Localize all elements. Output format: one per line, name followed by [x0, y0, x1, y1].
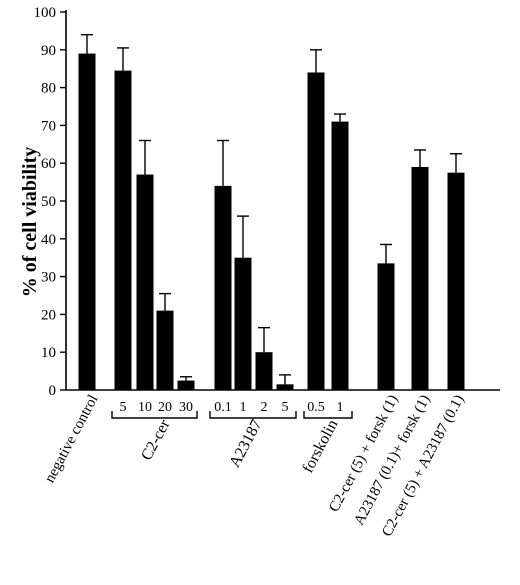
bars — [78, 53, 465, 391]
concentration-label: 5 — [282, 400, 289, 415]
bar — [214, 185, 232, 390]
y-axis-ticks: 0 10 20 30 40 50 60 70 80 90 100 — [34, 5, 66, 399]
bar — [447, 172, 465, 390]
concentration-label: 0.1 — [214, 400, 232, 415]
y-tick-label: 90 — [41, 43, 56, 59]
y-tick-label: 100 — [34, 5, 57, 21]
concentration-label: 1 — [337, 400, 344, 415]
group-bracket — [303, 411, 353, 419]
concentration-label: 5 — [120, 400, 127, 415]
y-tick-label: 50 — [41, 194, 56, 210]
bar — [331, 121, 349, 391]
category-label: A23187 — [226, 417, 265, 471]
y-tick-label: 10 — [41, 345, 56, 361]
concentration-label: 1 — [240, 400, 247, 415]
category-labels: negative control C2-cer A23187 forskolinC2-… — [42, 392, 468, 539]
bar — [136, 174, 154, 390]
bar — [255, 352, 273, 390]
y-tick-label: 70 — [41, 118, 56, 134]
category-label: forskolin — [299, 417, 341, 476]
bar — [307, 72, 325, 390]
y-tick-label: 20 — [41, 307, 56, 323]
group-brackets — [111, 411, 353, 419]
bar — [411, 166, 429, 390]
concentration-labels: 5 10 20 30 0.1 1 2 5 0.5 1 — [120, 400, 344, 415]
y-tick-label: 80 — [41, 81, 56, 97]
category-label: C2-cer — [138, 416, 174, 463]
group-bracket — [209, 411, 297, 419]
bar — [234, 257, 252, 390]
y-axis-label: % of cell viability — [19, 147, 41, 298]
concentration-label: 0.5 — [307, 400, 325, 415]
error-bars — [81, 33, 462, 385]
bar — [78, 53, 96, 391]
concentration-label: 20 — [158, 400, 172, 415]
bar — [114, 70, 132, 390]
concentration-label: 10 — [138, 400, 152, 415]
category-label: negative control — [42, 392, 102, 485]
bar — [156, 310, 174, 390]
y-tick-label: 30 — [41, 270, 56, 286]
y-tick-label: 0 — [49, 383, 57, 399]
concentration-label: 2 — [261, 400, 268, 415]
bar — [276, 384, 294, 390]
y-tick-label: 40 — [41, 232, 56, 248]
group-bracket — [111, 411, 198, 419]
bar — [377, 263, 395, 390]
y-tick-label: 60 — [41, 156, 56, 172]
concentration-label: 30 — [179, 400, 193, 415]
bar — [177, 380, 195, 390]
